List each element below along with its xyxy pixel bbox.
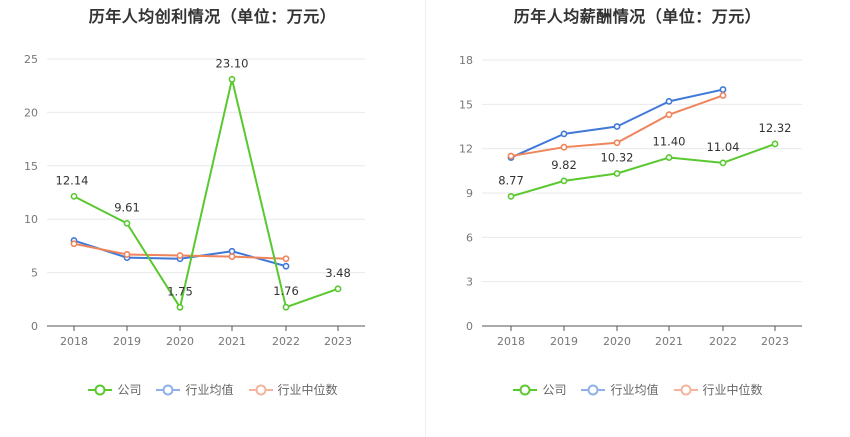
data-point xyxy=(334,285,342,293)
y-tick-label: 3 xyxy=(466,276,473,289)
x-tick-label: 2022 xyxy=(709,335,737,348)
legend-label: 行业均值 xyxy=(610,383,659,397)
legend-company-icon xyxy=(88,384,113,395)
data-label: 11.40 xyxy=(653,135,686,149)
y-tick-label: 20 xyxy=(24,106,38,119)
data-point xyxy=(560,143,568,151)
data-label: 12.14 xyxy=(56,173,89,187)
x-tick-label: 2022 xyxy=(272,335,300,348)
data-label: 3.48 xyxy=(325,266,351,280)
data-point xyxy=(282,303,290,311)
legend-label: 公司 xyxy=(542,383,567,397)
legend-item-industry-average[interactable]: 行业均值 xyxy=(580,381,659,398)
data-point xyxy=(228,75,236,83)
y-tick-label: 15 xyxy=(24,160,38,173)
data-label: 1.75 xyxy=(167,284,193,298)
data-label: 9.82 xyxy=(551,158,577,172)
x-tick-label: 2023 xyxy=(761,335,789,348)
series-line xyxy=(73,78,339,309)
data-label: 1.76 xyxy=(273,284,299,298)
y-tick-label: 5 xyxy=(31,267,38,280)
y-tick-label: 18 xyxy=(459,54,473,67)
legend-company-icon xyxy=(513,384,538,395)
data-point xyxy=(176,252,184,259)
x-tick-label: 2019 xyxy=(550,335,578,348)
data-point xyxy=(613,123,621,130)
data-point xyxy=(507,152,515,160)
data-point xyxy=(228,247,236,255)
data-point xyxy=(719,159,727,167)
data-point xyxy=(665,154,673,161)
data-point xyxy=(719,86,727,93)
data-point xyxy=(613,139,621,147)
data-label: 8.77 xyxy=(498,173,524,187)
data-point xyxy=(665,97,673,105)
x-tick-label: 2020 xyxy=(603,335,631,348)
x-tick-label: 2021 xyxy=(218,335,246,348)
profit-per-capita-chart: 历年人均创利情况（单位：万元） 0 5 10 15 20 25 2018 2019 2020 20… xyxy=(0,7,425,398)
data-label: 11.04 xyxy=(707,140,740,154)
y-tick-label: 0 xyxy=(31,320,38,333)
data-point xyxy=(613,170,621,177)
legend-item-company[interactable]: 公司 xyxy=(87,381,141,398)
legend-industry-median-icon xyxy=(248,384,273,395)
x-tick-label: 2019 xyxy=(113,335,141,348)
legend-industry-average-icon xyxy=(581,384,606,395)
legend-label: 行业中位数 xyxy=(702,383,763,397)
legend: 公司 行业均值 行业中位数 xyxy=(425,381,850,398)
legend-label: 行业中位数 xyxy=(277,383,338,397)
series-line xyxy=(510,142,776,198)
data-point xyxy=(123,251,131,258)
legend-industry-average-icon xyxy=(156,384,181,395)
legend-label: 行业均值 xyxy=(185,383,234,397)
legend-item-industry-median[interactable]: 行业中位数 xyxy=(248,381,338,398)
data-label: 9.61 xyxy=(114,200,140,214)
y-tick-label: 10 xyxy=(24,213,38,226)
data-point xyxy=(123,219,131,227)
legend-item-industry-median[interactable]: 行业中位数 xyxy=(673,381,763,398)
legend-industry-median-icon xyxy=(673,384,698,395)
x-tick-label: 2023 xyxy=(324,335,352,348)
data-point xyxy=(719,92,727,99)
data-label: 10.32 xyxy=(601,150,634,164)
x-tick-label: 2018 xyxy=(497,335,525,348)
y-tick-label: 9 xyxy=(466,187,473,200)
profit-chart-plot: 0 5 10 15 20 25 2018 2019 2020 2021 2022 2023 12.14 9… xyxy=(24,53,365,348)
legend-item-company[interactable]: 公司 xyxy=(512,381,566,398)
data-point xyxy=(560,130,568,138)
x-tick-label: 2021 xyxy=(655,335,683,348)
chart-title: 历年人均薪酬情况（单位：万元） xyxy=(513,7,762,26)
salary-chart-plot: 0 3 6 9 12 15 18 2018 2019 2020 2021 2022 2023 8.77 9.… xyxy=(459,54,802,348)
data-point xyxy=(282,262,290,270)
y-tick-label: 12 xyxy=(459,143,473,156)
y-tick-label: 6 xyxy=(466,231,473,244)
data-point xyxy=(771,140,779,148)
x-tick-label: 2018 xyxy=(60,335,88,348)
panel-divider xyxy=(425,0,426,437)
data-point xyxy=(176,303,184,311)
y-tick-label: 0 xyxy=(466,320,473,333)
x-tick-label: 2020 xyxy=(166,335,194,348)
data-point xyxy=(70,240,78,248)
data-point xyxy=(70,192,78,200)
data-point xyxy=(507,192,515,200)
legend: 公司 行业均值 行业中位数 xyxy=(0,381,425,398)
y-tick-label: 25 xyxy=(24,53,38,66)
data-label: 12.32 xyxy=(759,121,792,135)
salary-per-capita-chart: 历年人均薪酬情况（单位：万元） 0 3 6 9 12 15 18 2018 2019 2020 20… xyxy=(425,0,850,437)
data-point xyxy=(282,255,290,263)
data-point xyxy=(228,253,236,260)
data-point xyxy=(665,111,673,119)
chart-title: 历年人均创利情况（单位：万元） xyxy=(88,7,337,26)
legend-item-industry-average[interactable]: 行业均值 xyxy=(155,381,234,398)
data-label: 23.10 xyxy=(216,56,249,70)
legend-label: 公司 xyxy=(117,383,142,397)
data-point xyxy=(560,177,568,185)
y-tick-label: 15 xyxy=(459,98,473,111)
